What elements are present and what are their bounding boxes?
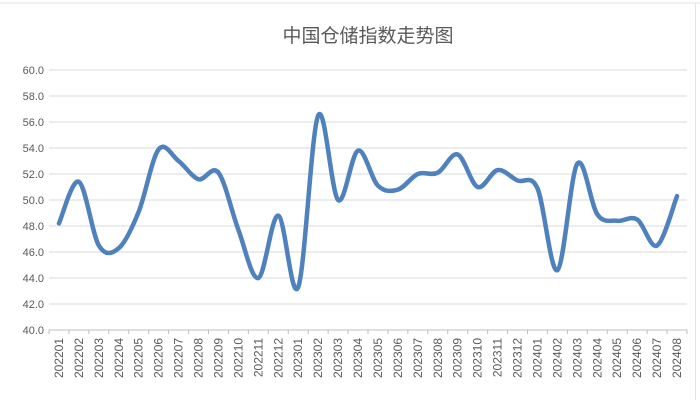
x-tick-label: 202203 [92, 338, 106, 378]
x-tick-label: 202403 [570, 338, 584, 378]
x-axis-labels: 202201 202202 202203 202204 202205 202206 2022… [52, 338, 684, 378]
index-trend-line [56, 111, 680, 292]
y-tick-label: 40.0 [23, 325, 44, 337]
y-tick-label: 44.0 [23, 273, 44, 285]
chart-title: 中国仓储指数走势图 [282, 25, 453, 47]
gridlines [49, 69, 687, 305]
x-tick-label: 202408 [670, 338, 684, 378]
x-axis [48, 329, 688, 334]
x-tick-label: 202402 [550, 338, 564, 378]
x-tick-label: 202303 [331, 338, 345, 378]
y-tick-label: 52.0 [23, 169, 44, 181]
x-tick-label: 202404 [590, 338, 604, 378]
x-tick-label: 202204 [112, 338, 126, 378]
x-tick-label: 202209 [211, 338, 225, 378]
y-tick-label: 48.0 [23, 221, 44, 233]
x-tick-label: 202407 [650, 338, 664, 378]
x-tick-label: 202202 [72, 338, 86, 378]
x-tick-label: 202205 [132, 338, 146, 378]
x-tick-label: 202312 [511, 338, 525, 378]
x-tick-label: 202311 [491, 338, 505, 377]
x-tick-label: 202208 [192, 338, 206, 378]
x-tick-label: 202309 [451, 338, 465, 378]
x-tick-label: 202305 [371, 338, 385, 378]
x-tick-label: 202310 [471, 338, 485, 378]
x-tick-label: 202207 [172, 338, 186, 378]
x-tick-label: 202206 [152, 338, 166, 378]
y-tick-label: 46.0 [23, 247, 44, 259]
x-tick-label: 202401 [530, 338, 544, 378]
x-tick-label: 202308 [431, 338, 445, 378]
x-tick-label: 202211 [251, 338, 265, 377]
y-tick-label: 58.0 [23, 91, 44, 103]
y-tick-label: 50.0 [23, 195, 44, 207]
x-tick-label: 202302 [311, 338, 325, 378]
x-tick-label: 202210 [231, 338, 245, 378]
x-tick-label: 202304 [351, 338, 365, 378]
y-tick-label: 42.0 [23, 299, 44, 311]
y-axis-labels: 60.0 58.0 56.0 54.0 52.0 50.0 48.0 46.0 44.0 42.0… [23, 65, 44, 337]
x-tick-label: 202212 [271, 338, 285, 378]
x-tick-label: 202301 [291, 338, 305, 378]
x-tick-label: 202406 [630, 338, 644, 378]
x-tick-label: 202405 [610, 338, 624, 378]
x-tick-label: 202201 [52, 338, 66, 378]
y-tick-label: 54.0 [23, 143, 44, 155]
y-tick-label: 60.0 [23, 65, 44, 77]
x-tick-label: 202307 [411, 338, 425, 378]
y-tick-label: 56.0 [23, 117, 44, 129]
series-group [56, 111, 680, 292]
x-tick-label: 202306 [391, 338, 405, 378]
